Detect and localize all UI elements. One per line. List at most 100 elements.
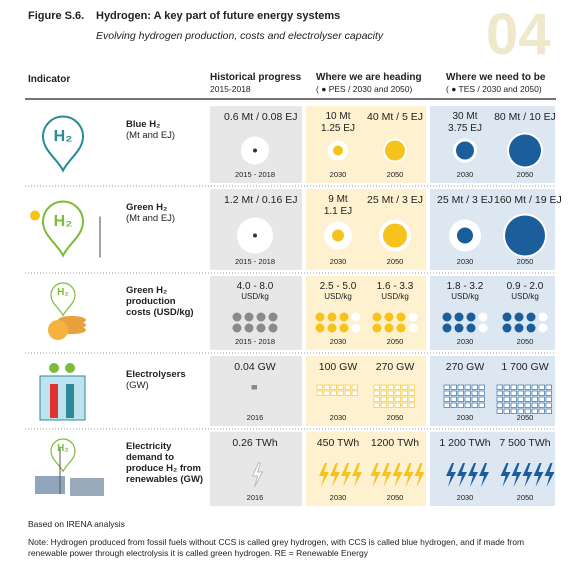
- capacity-cell: [531, 384, 538, 390]
- capacity-cell: [373, 384, 380, 390]
- tank: [50, 384, 58, 418]
- cell-value: 1.2 Mt / 0.16 EJ: [224, 194, 298, 206]
- bolt: [319, 463, 329, 487]
- column-header: Where we are heading: [316, 72, 422, 83]
- cost-dot: [372, 323, 382, 333]
- cell-year: 2015 - 2018: [234, 257, 276, 266]
- cell-value: 80 Mt / 10 EJ: [494, 111, 556, 123]
- capacity-cell: [380, 402, 387, 408]
- bolt: [533, 463, 544, 487]
- cell-year: 2016: [246, 493, 264, 502]
- capacity-cell: [408, 384, 415, 390]
- coin: [48, 320, 68, 340]
- cost-dot: [442, 312, 452, 322]
- cell-year: 2050: [386, 257, 404, 266]
- circle: [509, 134, 541, 167]
- capacity-cell: [394, 384, 401, 390]
- capacity-cell: [545, 390, 552, 396]
- indicator-unit: (GW): [180, 474, 204, 485]
- cost-dot: [351, 312, 361, 322]
- need-bg: [430, 276, 555, 350]
- cell-year: 2030: [329, 493, 347, 502]
- capacity-cell: [531, 390, 538, 396]
- capacity-cell: [503, 396, 510, 402]
- cell-value: 1 700 GW: [501, 361, 549, 373]
- capacity-cell: [337, 384, 344, 390]
- cost-dot: [256, 312, 266, 322]
- bolt: [403, 463, 414, 487]
- cost-dot: [478, 323, 488, 333]
- icon-pin: [50, 438, 76, 473]
- capacity-cell: [478, 396, 485, 402]
- capacity-cell: [316, 390, 323, 396]
- capacity-cell: [531, 408, 538, 414]
- bolt: [341, 463, 351, 487]
- cell-year: 2030: [456, 413, 474, 422]
- capacity-cell: [408, 390, 415, 396]
- cost-dot: [327, 312, 337, 322]
- capacity-cell: [323, 384, 330, 390]
- cell-year: 2016: [246, 413, 264, 422]
- capacity-cell: [545, 402, 552, 408]
- capacity-cell: [380, 396, 387, 402]
- cell-year: 2050: [516, 257, 534, 266]
- circle: [253, 148, 257, 153]
- capacity-cell: [524, 384, 531, 390]
- capacity-cell: [394, 396, 401, 402]
- capacity-cell: [408, 402, 415, 408]
- cost-dot: [232, 312, 242, 322]
- cell-value: 1 200 TWh: [439, 437, 491, 449]
- heading-bg: [306, 432, 426, 506]
- capacity-cell: [496, 396, 503, 402]
- capacity-cell: [387, 396, 394, 402]
- capacity-cell: [337, 390, 344, 396]
- capacity-cell: [471, 384, 478, 390]
- cell-year: 2030: [456, 337, 474, 346]
- cell-value: 30 Mt: [452, 111, 478, 122]
- cell-value: USD/kg: [381, 292, 409, 301]
- capacity-cell: [538, 390, 545, 396]
- bolt: [251, 462, 264, 488]
- bolt: [457, 463, 467, 487]
- source: Based on IRENA analysis: [28, 519, 125, 529]
- capacity-cell: [496, 390, 503, 396]
- capacity-cell: [380, 390, 387, 396]
- cost-dot: [538, 323, 548, 333]
- capacity-cell: [517, 402, 524, 408]
- cell-value: 0.6 Mt / 0.08 EJ: [224, 111, 298, 123]
- capacity-cell: [408, 396, 415, 402]
- circle: [457, 227, 473, 244]
- capacity-cell: [464, 384, 471, 390]
- capacity-cell: [401, 384, 408, 390]
- cost-dot: [442, 323, 452, 333]
- bolt: [500, 463, 511, 487]
- hist-bg: [210, 276, 302, 350]
- cost-dot: [256, 323, 266, 333]
- cell-value: 25 Mt / 3 EJ: [436, 194, 494, 206]
- indicator-unit: (Mt and EJ): [126, 213, 176, 224]
- cell-year: 2050: [516, 170, 534, 179]
- capacity-cell: [387, 384, 394, 390]
- capacity-cell: [510, 408, 517, 414]
- capacity-cell: [457, 402, 464, 408]
- cost-dot: [454, 312, 464, 322]
- tank: [66, 384, 74, 418]
- title: Hydrogen: A key part of future energy sy…: [96, 10, 341, 22]
- capacity-cell: [471, 402, 478, 408]
- coin: [58, 316, 86, 324]
- capacity-cell: [517, 384, 524, 390]
- cell-year: 2050: [386, 170, 404, 179]
- capacity-cell: [496, 408, 503, 414]
- capacity-cell: [401, 390, 408, 396]
- hist-bg: [210, 356, 302, 426]
- cell-value: USD/kg: [241, 292, 269, 301]
- cell-value: 0.9 - 2.0: [506, 281, 544, 292]
- indicator-name: renewables (GW): [126, 474, 204, 485]
- indicator-name: Blue H₂: [126, 119, 161, 130]
- column-subheader: 2015-2018: [210, 84, 251, 94]
- cell-value: 4.0 - 8.0: [236, 281, 274, 292]
- cost-dot: [466, 323, 476, 333]
- cell-value: 1200 TWh: [370, 437, 420, 449]
- indicator-unit: (Mt and EJ): [126, 130, 176, 141]
